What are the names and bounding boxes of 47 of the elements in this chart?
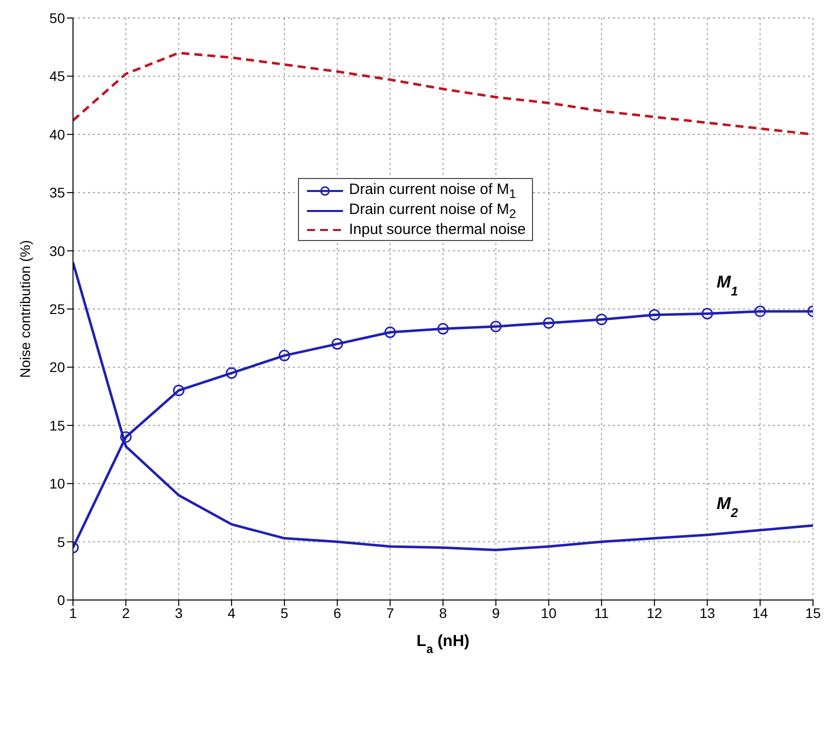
line-series: [73, 261, 813, 552]
legend-label: Drain current noise of M$_{1}$: [349, 181, 516, 201]
legend-label: Input source thermal noise: [349, 221, 526, 238]
y-tick-label: 5: [57, 534, 66, 550]
annotation: M$_{1}$: [716, 272, 738, 298]
y-tick-label: 0: [57, 592, 66, 608]
x-tick-label: 11: [594, 604, 610, 621]
y-tick-label: 35: [49, 184, 66, 201]
y-tick-label: 10: [49, 476, 66, 492]
point: [226, 367, 238, 379]
x-tick-label: 15: [805, 604, 821, 621]
x-tick-label: 7: [386, 604, 394, 621]
y-tick-label: 30: [49, 242, 66, 259]
legend-label: Drain current noise of M$_{2}$: [349, 201, 516, 221]
x-tick-label: 3: [174, 604, 183, 621]
y-tick-label: 15: [49, 417, 66, 434]
point: [332, 338, 344, 350]
x-tick-label: 8: [439, 604, 448, 621]
y-tick-label: 25: [49, 300, 66, 317]
point: [596, 314, 608, 326]
x-tick-label: 10: [540, 604, 557, 621]
x-tick-label: 2: [122, 604, 130, 621]
y-tick-label: 45: [49, 68, 66, 84]
point: [702, 308, 714, 320]
annotation: M$_{2}$: [716, 494, 738, 520]
x-tick-label: 6: [333, 604, 342, 621]
x-tick-label: 12: [646, 604, 662, 621]
point: [490, 320, 502, 332]
point: [278, 350, 290, 362]
point: [384, 326, 396, 338]
x-tick-label: 14: [752, 604, 768, 621]
x-tick-label: 4: [228, 604, 236, 621]
y-tick-label: 40: [49, 126, 66, 142]
point: [437, 323, 449, 335]
y-tick-label: 50: [49, 10, 66, 26]
x-tick-label: 9: [492, 604, 500, 621]
point: [648, 309, 660, 321]
x-tick-label: 13: [699, 604, 716, 621]
point: [120, 431, 132, 443]
point: [754, 306, 766, 318]
point: [542, 317, 554, 329]
x-axis-title: L$_{a}$ (nH): [416, 633, 470, 656]
y-axis-title: Noise contribution (%): [17, 240, 33, 378]
y-tick-label: 20: [49, 359, 66, 376]
x-tick-label: 1: [69, 604, 78, 621]
x-tick-label: 5: [280, 604, 289, 621]
point: [172, 384, 184, 396]
